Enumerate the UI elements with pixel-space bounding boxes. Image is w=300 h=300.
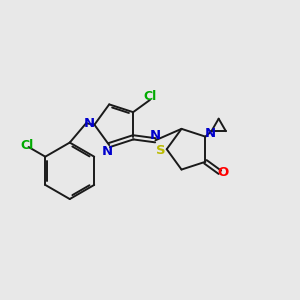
Text: Cl: Cl <box>20 139 34 152</box>
Text: N: N <box>102 145 113 158</box>
Text: O: O <box>217 166 229 179</box>
Text: Cl: Cl <box>143 91 157 103</box>
Text: N: N <box>150 129 161 142</box>
Text: S: S <box>156 144 166 157</box>
Text: N: N <box>84 117 95 130</box>
Text: N: N <box>205 127 216 140</box>
